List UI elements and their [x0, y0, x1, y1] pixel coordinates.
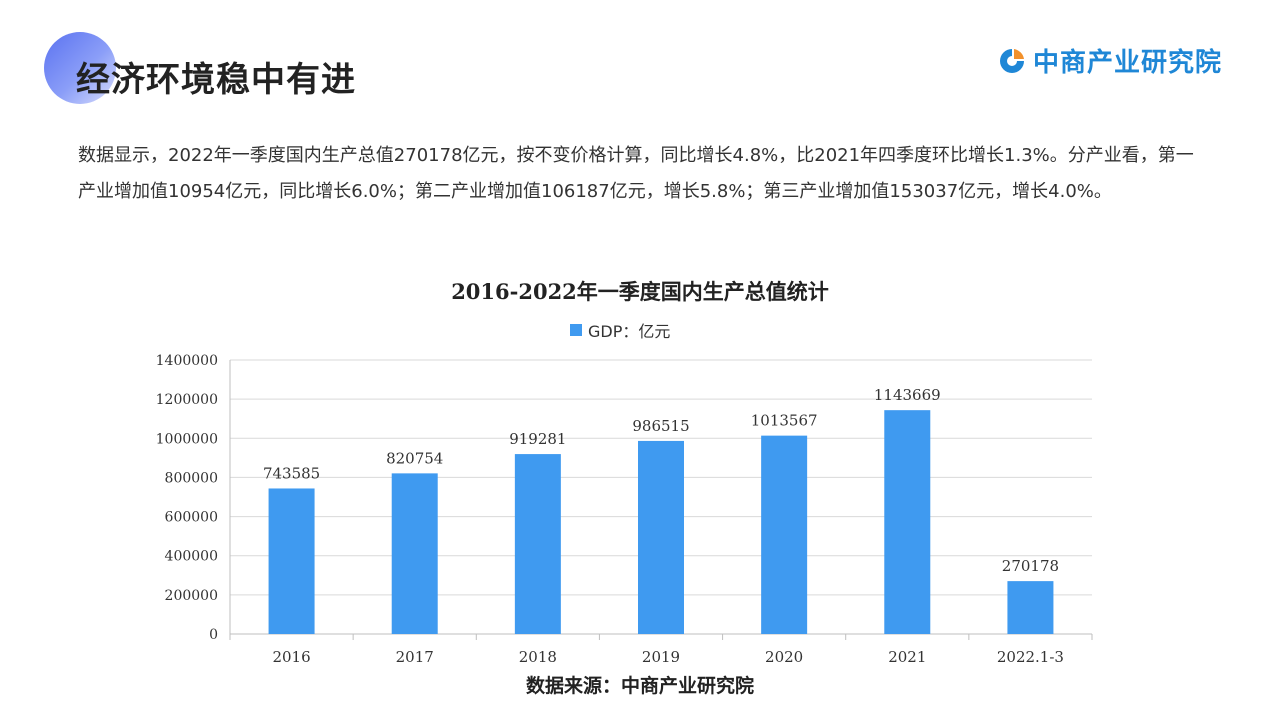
- logo-text: 中商产业研究院: [1032, 48, 1222, 78]
- chart-title: 2016-2022年一季度国内生产总值统计: [451, 279, 829, 304]
- page-title: 经济环境稳中有进: [76, 60, 356, 100]
- y-tick-label: 0: [209, 627, 218, 643]
- y-tick-label: 1000000: [156, 431, 218, 447]
- bar-2017: [391, 473, 438, 634]
- y-tick-label: 1200000: [156, 392, 218, 408]
- bar-value-label: 270178: [1002, 557, 1059, 575]
- bar-2016: [268, 488, 315, 634]
- bar-value-label: 1143669: [874, 386, 941, 404]
- y-tick-label: 600000: [165, 510, 218, 526]
- x-tick-label: 2017: [396, 648, 434, 666]
- chart-legend: GDP：亿元: [570, 318, 670, 342]
- x-tick-label: 2016: [272, 648, 310, 666]
- bar-value-label: 743585: [263, 464, 320, 482]
- y-tick-label: 1400000: [156, 353, 218, 369]
- x-tick-label: 2019: [642, 648, 680, 666]
- brand-logo: 中商产业研究院: [997, 42, 1222, 79]
- intro-paragraph: 数据显示，2022年一季度国内生产总值270178亿元，按不变价格计算，同比增长…: [78, 145, 1194, 202]
- title-decor-circle: [44, 32, 116, 104]
- bar-2020: [761, 435, 808, 634]
- y-tick-label: 400000: [165, 549, 218, 565]
- bar-value-label: 919281: [509, 430, 566, 448]
- x-tick-label: 2018: [519, 648, 557, 666]
- x-tick-label: 2020: [765, 648, 803, 666]
- x-tick-label: 2021: [888, 648, 926, 666]
- x-tick-label: 2022.1-3: [997, 648, 1064, 666]
- bar-value-label: 1013567: [751, 412, 818, 430]
- y-tick-label: 800000: [165, 470, 218, 486]
- bar-2019: [638, 440, 684, 634]
- bar-2018: [514, 454, 561, 634]
- data-source: 数据来源：中商产业研究院: [525, 675, 754, 697]
- y-tick-label: 200000: [165, 588, 218, 604]
- bar-2022.1-3: [1007, 581, 1054, 634]
- bar-value-label: 820754: [386, 449, 443, 467]
- zhongshang-logo-icon: [999, 48, 1024, 73]
- legend-swatch: [570, 324, 582, 336]
- bar-value-label: 986515: [632, 417, 689, 435]
- legend-label: GDP：亿元: [588, 322, 671, 341]
- bar-2021: [884, 410, 931, 634]
